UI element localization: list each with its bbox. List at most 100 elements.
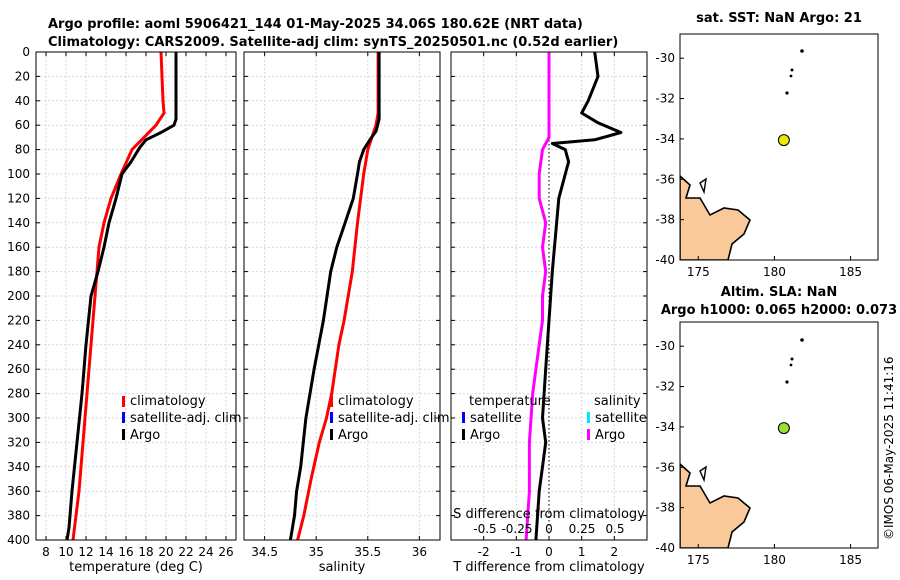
sst-map-panel: sat. SST: NaN Argo: 21 -40 -38 -36 -34 -32 -3… bbox=[655, 11, 879, 279]
lat-tick-label: -36 bbox=[655, 460, 675, 474]
difference-top-ticks: -0.5 -0.25 0 0.25 0.5 bbox=[473, 522, 624, 536]
y-tick-label: 220 bbox=[7, 313, 30, 327]
climatology-line bbox=[71, 51, 166, 541]
y-tick-label: 320 bbox=[7, 435, 30, 449]
x-tick-label: 14 bbox=[98, 545, 113, 559]
sla-map-subtitle: Argo h1000: 0.065 h2000: 0.073 bbox=[661, 303, 897, 318]
y-tick-label: 300 bbox=[7, 411, 30, 425]
legend-swatch-t-argo bbox=[462, 429, 465, 440]
legend-title-temperature: temperature bbox=[469, 394, 551, 409]
x-tick-label: -1 bbox=[510, 545, 522, 559]
x-tick-label: 24 bbox=[198, 545, 213, 559]
salinity-axes-box bbox=[243, 51, 441, 541]
land-new-zealand bbox=[680, 462, 751, 548]
temperature-panel: 0 20 40 60 80 100 120 140 160 180 200 220 240 260 280 3… bbox=[7, 45, 242, 575]
legend-label-s-argo: Argo bbox=[595, 428, 625, 443]
legend-swatch-argo bbox=[122, 429, 125, 440]
legend-label-climatology: climatology bbox=[338, 394, 414, 409]
argo-float-marker bbox=[777, 134, 790, 147]
y-tick-label: 20 bbox=[15, 69, 30, 83]
lon-tick-label: 185 bbox=[839, 265, 862, 279]
top-tick-label: -0.25 bbox=[501, 522, 532, 536]
kermadec-island bbox=[789, 363, 793, 367]
x-tick-label: 36 bbox=[412, 545, 427, 559]
y-tick-label: 360 bbox=[7, 484, 30, 498]
lat-tick-label: -34 bbox=[655, 132, 675, 146]
argo-float-marker bbox=[777, 422, 790, 435]
x-tick-label: 26 bbox=[218, 545, 233, 559]
x-tick-label: 22 bbox=[178, 545, 193, 559]
difference-panel: -2 -1 0 1 2 T difference from climatology S … bbox=[450, 51, 648, 575]
coast-detail bbox=[699, 177, 707, 195]
legend-label-argo: Argo bbox=[130, 428, 160, 443]
temperature-axes-box bbox=[35, 51, 237, 541]
kermadec-island bbox=[790, 68, 794, 72]
imos-timestamp-watermark: ©IMOS 06-May-2025 11:41:16 bbox=[882, 356, 896, 540]
lon-tick-label: 180 bbox=[763, 265, 786, 279]
temperature-legend: climatology satellite-adj. clim Argo bbox=[122, 394, 242, 443]
lon-tick-label: 180 bbox=[763, 553, 786, 567]
difference-legend: temperature salinity satellite Argo sate… bbox=[462, 394, 647, 443]
x-tick-label: 35.5 bbox=[354, 545, 381, 559]
lon-tick-label: 175 bbox=[687, 265, 710, 279]
lat-tick-label: -30 bbox=[655, 51, 675, 65]
lat-tick-label: -32 bbox=[655, 380, 675, 394]
kermadec-island bbox=[785, 380, 789, 384]
figure-title-line2: Climatology: CARS2009. Satellite-adj cli… bbox=[48, 35, 618, 50]
legend-title-salinity: salinity bbox=[594, 394, 641, 409]
salinity-grid bbox=[244, 52, 440, 540]
salinity-ticks: 34.5 35 35.5 36 bbox=[244, 51, 440, 559]
difference-xlabel: T difference from climatology bbox=[452, 560, 645, 575]
salinity-legend: climatology satellite-adj. clim Argo bbox=[330, 394, 450, 443]
x-tick-label: 12 bbox=[78, 545, 93, 559]
coast-detail bbox=[699, 465, 707, 483]
temperature-xlabel: temperature (deg C) bbox=[69, 560, 203, 575]
temperature-grid bbox=[36, 52, 236, 540]
y-tick-label: 340 bbox=[7, 460, 30, 474]
argo-line bbox=[65, 52, 178, 541]
lat-tick-label: -40 bbox=[655, 541, 675, 555]
legend-label-t-argo: Argo bbox=[470, 428, 500, 443]
x-tick-label: 16 bbox=[118, 545, 133, 559]
figure-title-line1: Argo profile: aoml 5906421_144 01-May-20… bbox=[48, 17, 583, 32]
salinity-argo-line bbox=[524, 52, 551, 541]
y-tick-label: 200 bbox=[7, 289, 30, 303]
lat-tick-label: -38 bbox=[655, 501, 675, 515]
legend-label-t-satellite: satellite bbox=[470, 411, 522, 426]
y-tick-label: 60 bbox=[15, 118, 30, 132]
salinity-series bbox=[288, 52, 381, 541]
legend-swatch-climatology bbox=[122, 396, 125, 407]
legend-swatch-satellite bbox=[122, 412, 125, 423]
x-tick-label: 8 bbox=[42, 545, 50, 559]
y-tick-label: 0 bbox=[22, 45, 30, 59]
lat-tick-label: -36 bbox=[655, 172, 675, 186]
y-tick-label: 40 bbox=[15, 94, 30, 108]
lat-tick-label: -32 bbox=[655, 92, 675, 106]
sst-map-title: sat. SST: NaN Argo: 21 bbox=[696, 11, 862, 26]
legend-swatch-s-argo bbox=[587, 429, 590, 440]
lon-tick-label: 185 bbox=[839, 553, 862, 567]
lon-tick-label: 175 bbox=[687, 553, 710, 567]
sla-map-axes-box bbox=[679, 321, 879, 549]
kermadec-island bbox=[785, 91, 789, 95]
y-tick-label: 240 bbox=[7, 338, 30, 352]
kermadec-island bbox=[800, 338, 804, 342]
salinity-panel: 34.5 35 35.5 36 salinity climatology satell… bbox=[243, 51, 450, 575]
x-tick-label: -2 bbox=[478, 545, 490, 559]
y-tick-label: 80 bbox=[15, 143, 30, 157]
kermadec-island bbox=[790, 357, 794, 361]
y-tick-label: 180 bbox=[7, 265, 30, 279]
legend-swatch-climatology bbox=[330, 396, 333, 407]
temperature-series bbox=[65, 51, 178, 541]
sst-map-ticks: -40 -38 -36 -34 -32 -30 175 180 185 bbox=[655, 51, 862, 279]
temperature-ticks: 0 20 40 60 80 100 120 140 160 180 200 220 240 260 280 3… bbox=[7, 45, 236, 559]
legend-swatch-satellite bbox=[330, 412, 333, 423]
land-new-zealand bbox=[680, 174, 751, 260]
legend-swatch-t-satellite bbox=[462, 412, 465, 423]
x-tick-label: 18 bbox=[138, 545, 153, 559]
x-tick-label: 1 bbox=[578, 545, 586, 559]
y-tick-label: 140 bbox=[7, 216, 30, 230]
difference-series bbox=[524, 51, 623, 541]
temperature-argo-line bbox=[534, 51, 623, 541]
